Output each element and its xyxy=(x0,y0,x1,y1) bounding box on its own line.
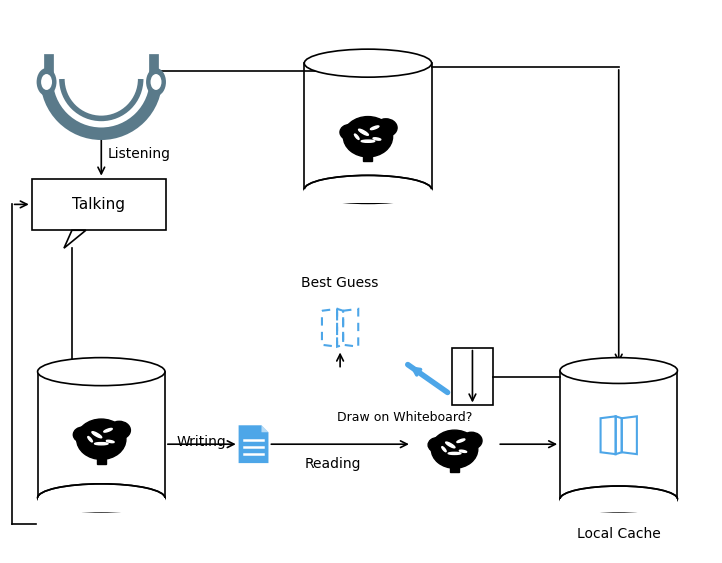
Ellipse shape xyxy=(88,436,92,442)
Ellipse shape xyxy=(146,68,166,96)
Polygon shape xyxy=(238,425,269,463)
Ellipse shape xyxy=(359,129,368,135)
Bar xyxy=(97,456,105,464)
Ellipse shape xyxy=(459,450,466,453)
Text: Writing: Writing xyxy=(177,435,227,449)
Ellipse shape xyxy=(373,138,380,140)
Ellipse shape xyxy=(344,117,393,157)
Text: Talking: Talking xyxy=(72,197,126,212)
Ellipse shape xyxy=(108,421,131,439)
Ellipse shape xyxy=(38,484,165,512)
Bar xyxy=(363,154,373,162)
Ellipse shape xyxy=(560,358,677,383)
Bar xyxy=(560,370,677,499)
Ellipse shape xyxy=(106,440,114,443)
Ellipse shape xyxy=(37,68,56,96)
Bar xyxy=(451,348,493,405)
Text: Listening: Listening xyxy=(108,147,170,160)
Ellipse shape xyxy=(457,439,465,443)
Ellipse shape xyxy=(38,358,165,386)
Text: Best Guess: Best Guess xyxy=(301,276,379,290)
Bar xyxy=(304,189,432,203)
Text: Draw on Whiteboard?: Draw on Whiteboard? xyxy=(337,412,472,425)
Ellipse shape xyxy=(92,432,102,438)
Polygon shape xyxy=(261,425,269,432)
Ellipse shape xyxy=(461,432,482,449)
Ellipse shape xyxy=(560,486,677,512)
Ellipse shape xyxy=(370,126,379,129)
Ellipse shape xyxy=(375,119,397,137)
Bar xyxy=(304,63,432,189)
Ellipse shape xyxy=(428,437,447,452)
Bar xyxy=(38,498,165,512)
Ellipse shape xyxy=(304,175,432,203)
Ellipse shape xyxy=(95,443,108,445)
Bar xyxy=(560,499,677,512)
Ellipse shape xyxy=(355,134,359,140)
Ellipse shape xyxy=(74,427,93,443)
Ellipse shape xyxy=(41,74,52,90)
Text: Local Cache: Local Cache xyxy=(577,527,661,541)
Bar xyxy=(38,372,165,498)
Ellipse shape xyxy=(77,419,126,459)
Bar xyxy=(451,465,458,472)
Ellipse shape xyxy=(431,430,478,468)
Ellipse shape xyxy=(448,452,461,454)
Text: Reading: Reading xyxy=(305,457,361,471)
Ellipse shape xyxy=(340,124,360,140)
Bar xyxy=(32,178,166,230)
Ellipse shape xyxy=(445,442,455,448)
Ellipse shape xyxy=(151,74,162,90)
Ellipse shape xyxy=(361,140,375,142)
Ellipse shape xyxy=(304,49,432,77)
Ellipse shape xyxy=(442,446,446,452)
Ellipse shape xyxy=(104,428,112,432)
Polygon shape xyxy=(64,230,86,248)
